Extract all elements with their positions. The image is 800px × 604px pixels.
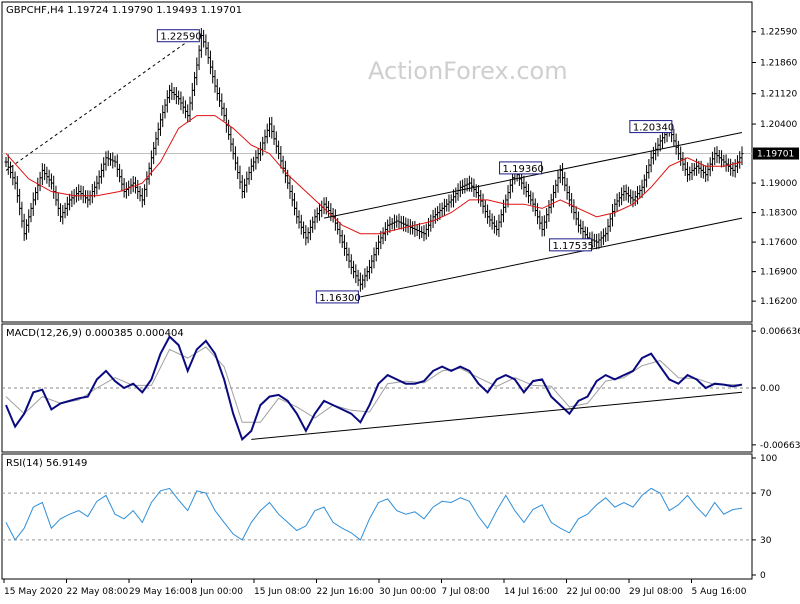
main-ytick-label: 1.22590 bbox=[760, 28, 797, 38]
main-ytick-label: 1.20400 bbox=[760, 120, 797, 130]
price-annotation-box bbox=[499, 161, 543, 175]
main-ytick-label: 1.17600 bbox=[760, 238, 797, 248]
main-ytick-label: 1.21860 bbox=[760, 58, 797, 68]
channel-trendline bbox=[5, 31, 202, 171]
price-annotation-label: 1.17535 bbox=[553, 241, 594, 252]
main-panel-frame bbox=[1, 1, 753, 323]
x-tick-label: 15 Jun 08:00 bbox=[254, 587, 311, 597]
watermark-text: ActionForex.com bbox=[368, 57, 568, 85]
price-annotation-label: 1.22590 bbox=[160, 32, 201, 43]
main-header-text: GBPCHF,H4 1.19724 1.19790 1.19493 1.1970… bbox=[6, 5, 242, 16]
main-ytick-label: 1.21120 bbox=[760, 90, 797, 100]
x-tick-label: 22 May 08:00 bbox=[67, 587, 129, 597]
main-ytick-label: 1.19000 bbox=[760, 179, 797, 189]
main-ytick-label: 1.18300 bbox=[760, 209, 797, 219]
macd-ytick-label: 0.00 bbox=[760, 384, 780, 394]
x-tick-label: 22 Jul 00:00 bbox=[567, 587, 621, 597]
x-tick-label: 30 Jun 00:00 bbox=[379, 587, 436, 597]
x-tick-label: 29 Jul 08:00 bbox=[629, 587, 683, 597]
macd-header-text: MACD(12,26,9) 0.000385 0.000404 bbox=[6, 328, 184, 339]
x-tick-label: 22 Jun 16:00 bbox=[317, 587, 374, 597]
rsi-panel-frame bbox=[1, 453, 753, 580]
price-annotation-label: 1.16300 bbox=[319, 293, 360, 304]
main-ytick-label: 1.16900 bbox=[760, 268, 797, 278]
moving-average-line bbox=[5, 115, 743, 235]
price-annotation-box bbox=[156, 29, 200, 43]
x-tick-label: 5 Aug 16:00 bbox=[692, 587, 747, 597]
rsi-header-text: RSI(14) 56.9149 bbox=[6, 458, 87, 469]
rsi-line bbox=[5, 487, 743, 541]
macd-ytick-label: -0.006635 bbox=[760, 441, 800, 451]
price-annotation-label: 1.20340 bbox=[633, 123, 674, 134]
x-tick-label: 29 May 16:00 bbox=[129, 587, 191, 597]
x-tick-label: 8 Jun 00:00 bbox=[192, 587, 244, 597]
x-tick-label: 7 Jul 08:00 bbox=[442, 587, 491, 597]
x-tick-label: 14 Jul 16:00 bbox=[504, 587, 558, 597]
macd-ytick-label: 0.006636 bbox=[760, 327, 800, 337]
channel-trendline bbox=[360, 217, 743, 298]
main-ytick-label: 1.16200 bbox=[760, 297, 797, 307]
price-annotation-label: 1.19360 bbox=[503, 164, 544, 175]
last-price-label: 1.19701 bbox=[757, 150, 794, 160]
macd-trendline bbox=[251, 391, 743, 440]
price-annotation-box bbox=[315, 290, 359, 304]
rsi-ytick-label: 30 bbox=[760, 536, 772, 546]
macd-main-line bbox=[5, 334, 743, 442]
rsi-ytick-label: 100 bbox=[760, 454, 777, 464]
last-price-tag bbox=[753, 147, 799, 160]
price-annotation-box bbox=[549, 238, 593, 252]
rsi-ytick-label: 70 bbox=[760, 489, 772, 499]
rsi-ytick-label: 0 bbox=[760, 571, 766, 581]
x-tick-label: 15 May 2020 bbox=[4, 587, 63, 597]
macd-signal-line bbox=[5, 346, 742, 423]
channel-trendline bbox=[323, 131, 743, 219]
price-annotation-box bbox=[629, 120, 673, 134]
